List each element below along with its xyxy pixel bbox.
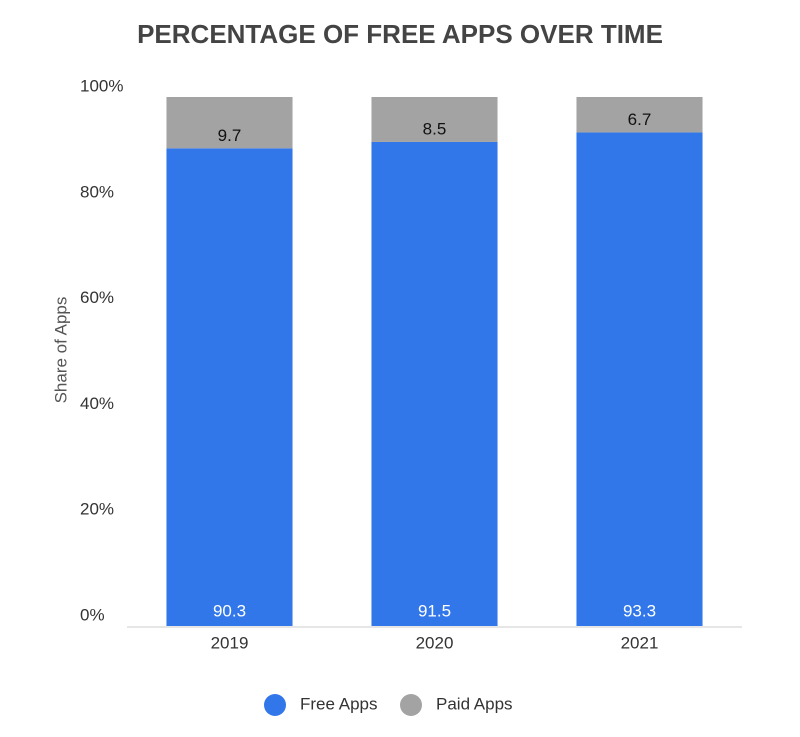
y-tick-label: 40% (80, 394, 114, 413)
legend-label: Free Apps (300, 694, 378, 713)
chart-title: PERCENTAGE OF FREE APPS OVER TIME (137, 19, 663, 49)
bar-segment (166, 97, 293, 149)
bar-segment (371, 97, 498, 142)
legend-marker (400, 694, 422, 716)
y-tick-label: 100% (80, 76, 123, 95)
y-tick-label: 60% (80, 288, 114, 307)
value-label: 93.3 (623, 601, 656, 620)
bar-segment (371, 141, 498, 626)
value-label: 91.5 (418, 601, 451, 620)
legend-marker (264, 694, 286, 716)
x-tick-label: 2019 (211, 633, 249, 652)
x-tick-label: 2020 (416, 633, 454, 652)
x-tick-label: 2021 (621, 633, 659, 652)
y-axis-title: Share of Apps (51, 297, 70, 404)
y-tick-label: 80% (80, 182, 114, 201)
bar-segment (166, 148, 293, 627)
bar-segment (576, 97, 703, 133)
legend-label: Paid Apps (436, 694, 513, 713)
value-label: 8.5 (423, 119, 447, 138)
y-tick-label: 20% (80, 500, 114, 519)
value-label: 90.3 (213, 601, 246, 620)
y-tick-label: 0% (80, 605, 105, 624)
value-label: 6.7 (628, 110, 652, 129)
bar-segment (576, 132, 703, 626)
value-label: 9.7 (218, 126, 242, 145)
